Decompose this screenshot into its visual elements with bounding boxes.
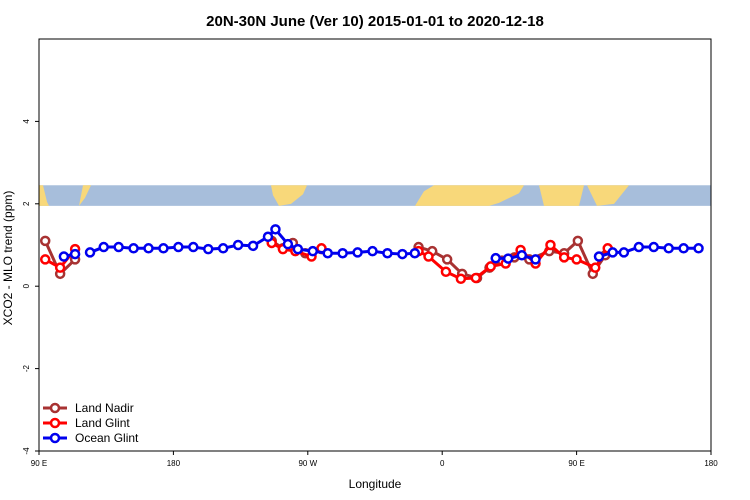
y-tick-label: 2	[22, 201, 31, 206]
map-land-1	[39, 185, 49, 206]
y-tick-label: 4	[22, 119, 31, 124]
land-nadir-point	[441, 254, 453, 265]
series-layer	[39, 224, 704, 285]
y-axis-label: XCO2 - MLO trend (ppm)	[1, 191, 15, 326]
land-nadir-point	[39, 235, 51, 247]
ocean-glint-point	[307, 245, 319, 257]
map-background-band	[39, 185, 711, 206]
land-glint-point	[485, 261, 496, 272]
x-axis: 90 E 180 90 W 0 90 E 180	[31, 451, 718, 468]
land-glint-point	[470, 272, 482, 284]
ocean-glint-point	[618, 247, 630, 258]
ocean-glint-point	[158, 243, 169, 254]
land-glint-point	[558, 252, 570, 263]
x-tick-label: 180	[704, 459, 718, 468]
ocean-glint-point	[217, 243, 229, 254]
map-land-3	[271, 185, 307, 206]
legend-marker-land-glint	[49, 417, 61, 429]
x-tick-label: 90 E	[31, 459, 47, 468]
ocean-glint-point	[607, 247, 618, 258]
ocean-glint-point	[113, 241, 124, 253]
ocean-glint-point	[247, 240, 259, 252]
ocean-glint-point	[69, 248, 81, 260]
ocean-glint-point	[693, 243, 704, 254]
land-glint-point	[590, 262, 601, 273]
land-glint-point	[571, 254, 582, 265]
land-glint-point	[455, 273, 467, 285]
x-tick-label: 180	[167, 459, 181, 468]
y-tick-label: -2	[22, 364, 31, 372]
plot-frame	[38, 38, 712, 452]
ocean-glint-point	[322, 247, 333, 259]
ocean-glint-point	[143, 243, 154, 254]
legend-label-land-glint: Land Glint	[75, 416, 130, 430]
ocean-glint-point	[282, 238, 294, 250]
ocean-glint-point	[292, 243, 304, 255]
ocean-glint-point	[530, 254, 541, 265]
x-tick-label: 0	[440, 459, 445, 468]
ocean-glint-point	[352, 247, 363, 258]
map-land-6	[587, 185, 629, 206]
ocean-glint-point	[502, 253, 514, 264]
ocean-glint-point	[663, 243, 674, 254]
land-glint-point	[440, 266, 452, 278]
ocean-glint-point	[232, 239, 244, 251]
land-glint-point	[545, 239, 556, 251]
ocean-glint-point	[490, 252, 501, 264]
legend-label-land-nadir: Land Nadir	[75, 401, 134, 415]
ocean-glint-point	[270, 224, 281, 235]
ocean-glint-point	[397, 248, 408, 260]
y-tick-label: 0	[22, 283, 31, 288]
ocean-glint-point	[678, 243, 689, 254]
map-land-5	[539, 185, 584, 206]
ocean-glint-point	[262, 231, 274, 243]
y-axis: -4 -2 0 2 4	[22, 119, 39, 455]
ocean-glint-line	[495, 253, 536, 261]
legend-label-ocean-glint: Ocean Glint	[75, 431, 139, 445]
series-ocean-glint	[58, 224, 704, 265]
y-tick-label: -4	[22, 447, 31, 455]
ocean-glint-point	[633, 241, 645, 253]
land-nadir-point	[572, 235, 584, 247]
chart-title: 20N-30N June (Ver 10) 2015-01-01 to 2020…	[206, 13, 544, 30]
ocean-glint-point	[367, 245, 378, 257]
x-tick-label: 90 W	[298, 459, 317, 468]
x-tick-label: 90 E	[568, 459, 584, 468]
ocean-glint-point	[58, 251, 70, 262]
land-glint-point	[423, 251, 434, 262]
ocean-glint-point	[98, 241, 109, 253]
ocean-glint-point	[173, 241, 184, 253]
land-glint-point	[54, 262, 66, 273]
ocean-glint-point	[84, 247, 96, 258]
legend-marker-ocean-glint	[49, 432, 61, 444]
legend-marker-land-nadir	[49, 402, 61, 414]
ocean-glint-point	[409, 247, 421, 259]
ocean-glint-point	[516, 250, 528, 261]
ocean-glint-point	[382, 247, 393, 259]
map-land-2	[79, 185, 91, 206]
ocean-glint-point	[648, 241, 660, 253]
map-land-4	[415, 185, 524, 206]
land-glint-point	[39, 254, 51, 265]
ocean-glint-point	[337, 247, 348, 259]
ocean-glint-point	[202, 243, 214, 255]
ocean-glint-point	[128, 243, 139, 254]
ocean-glint-point	[188, 241, 199, 253]
ocean-glint-point	[593, 251, 605, 262]
x-axis-label: Longitude	[349, 477, 402, 491]
